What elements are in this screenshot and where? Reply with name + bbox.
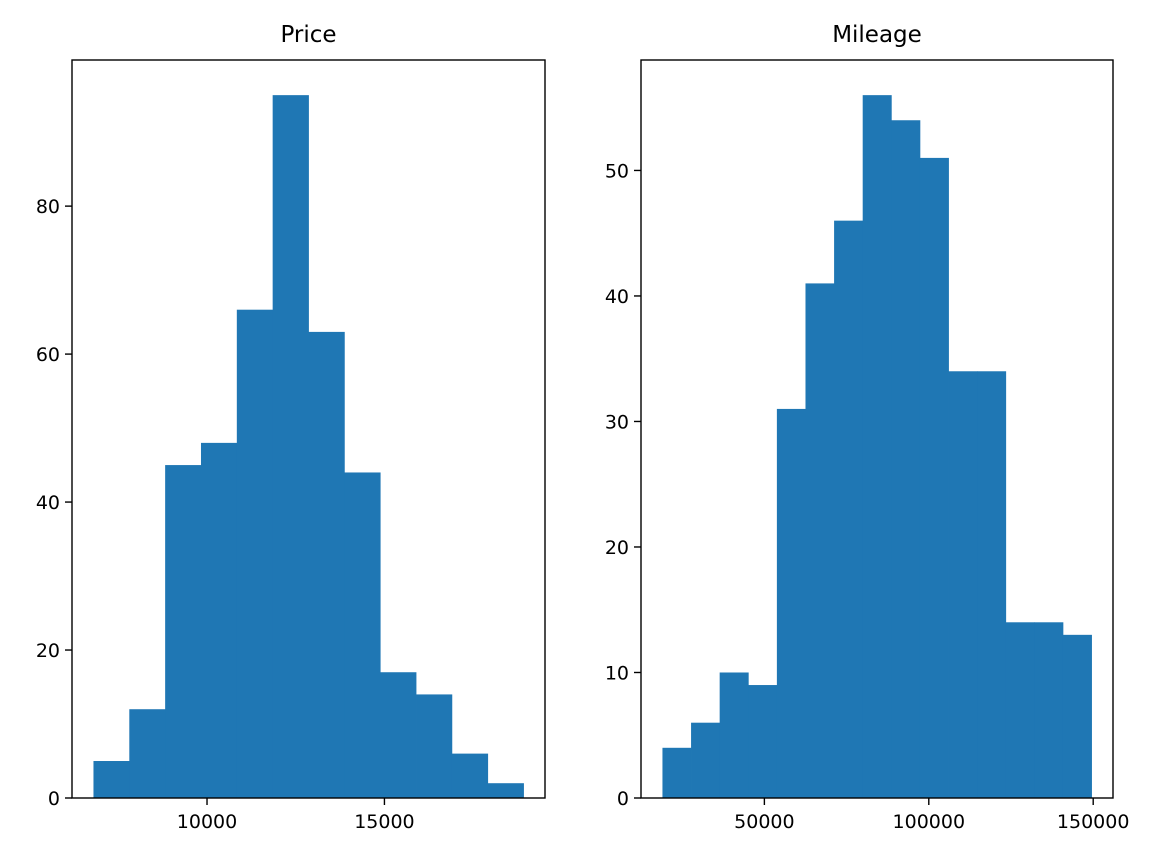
price-histogram-bar	[308, 331, 345, 798]
mileage-y-tick-label: 0	[617, 788, 629, 810]
price-histogram-bar	[487, 783, 524, 798]
mileage-y-tick-label: 10	[605, 662, 629, 684]
mileage-histogram-panel: Mileage 50000 100000 150000 0 10 20 30 40 50	[605, 22, 1130, 833]
mileage-histogram-bar	[862, 95, 892, 798]
price-chart-title: Price	[280, 22, 336, 48]
mileage-histogram-bar	[1005, 622, 1035, 798]
price-histogram-panel: Price 10000 15000 0 20 40 60 80	[36, 22, 546, 833]
mileage-histogram-bar	[776, 408, 806, 798]
mileage-histogram-bar	[691, 722, 721, 798]
price-y-tick-label: 20	[36, 640, 60, 662]
mileage-histogram-bar	[1062, 634, 1092, 798]
mileage-y-tick-label: 40	[605, 286, 629, 308]
mileage-histogram-bar	[948, 371, 978, 798]
price-histogram-bar	[380, 672, 417, 798]
mileage-chart-title: Mileage	[832, 22, 922, 48]
mileage-histogram-bar	[891, 120, 921, 799]
mileage-histogram-bar	[1034, 622, 1064, 798]
mileage-axes-frame	[640, 59, 1114, 799]
price-axes-frame	[71, 59, 546, 799]
price-y-tick-label: 40	[36, 492, 60, 514]
mileage-x-tick-label: 50000	[734, 811, 794, 833]
mileage-histogram-bar	[919, 157, 949, 799]
price-histogram-bar	[93, 761, 130, 798]
price-histogram-bar	[200, 442, 238, 798]
price-histogram-bar	[416, 694, 453, 798]
price-histogram-bar	[236, 309, 274, 798]
mileage-x-tick-label: 150000	[1057, 811, 1130, 833]
mileage-x-tick-label: 100000	[893, 811, 966, 833]
mileage-histogram-bar	[977, 371, 1007, 798]
mileage-histogram-bar	[834, 220, 864, 798]
mileage-histogram-bar	[662, 747, 692, 798]
price-histogram-bar	[451, 753, 489, 798]
price-x-tick-label: 10000	[177, 811, 237, 833]
price-histogram-bar	[165, 465, 202, 798]
price-histogram-bar	[344, 472, 381, 798]
mileage-histogram-bar	[719, 672, 749, 798]
price-y-tick-label: 80	[36, 196, 60, 218]
price-histogram-bar	[272, 95, 309, 798]
price-y-tick-label: 60	[36, 344, 60, 366]
mileage-y-tick-label: 50	[605, 160, 629, 182]
price-x-tick-label: 15000	[354, 811, 414, 833]
mileage-y-tick-label: 20	[605, 537, 629, 559]
mileage-histogram-bar	[805, 283, 835, 798]
price-histogram-bar	[129, 709, 166, 798]
mileage-histogram-bar	[748, 685, 778, 798]
price-y-tick-label: 0	[48, 788, 60, 810]
mileage-y-tick-label: 30	[605, 411, 629, 433]
